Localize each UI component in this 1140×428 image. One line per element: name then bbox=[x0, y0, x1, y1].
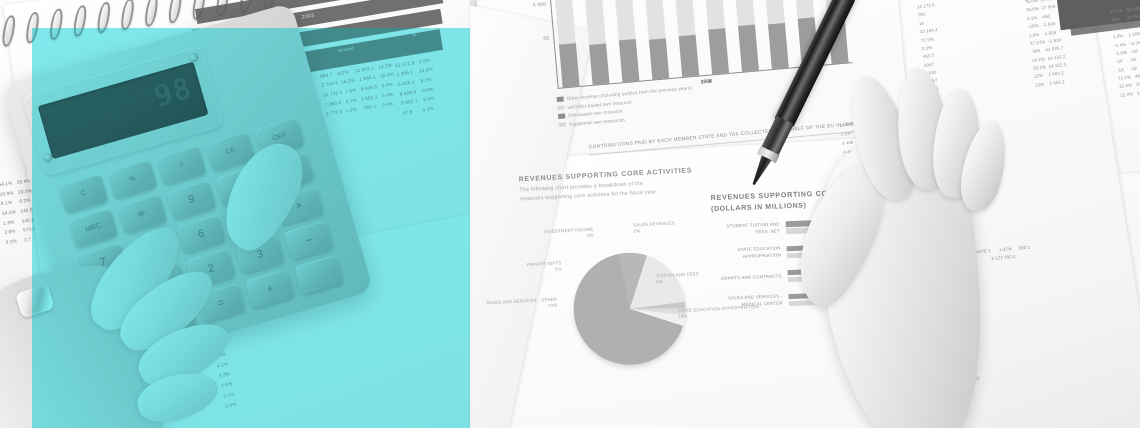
bar-column: 2000 bbox=[636, 0, 712, 85]
spiral-ring bbox=[72, 4, 88, 38]
legend-label: Traditional own resources bbox=[568, 116, 626, 127]
hand-holding-pen bbox=[782, 40, 1030, 428]
bar-column: 2003 bbox=[700, 0, 759, 85]
spiral-ring bbox=[48, 8, 65, 41]
pie-label-sales-revenues: SALES REVENUES 2% bbox=[633, 220, 675, 234]
legend-swatch-icon bbox=[556, 96, 564, 102]
pie-label-tuition-and-fees: TUITION AND FEES 8% bbox=[655, 271, 699, 285]
spreadsheet-numbers-block: 614/5 825% 48 066.0 44.9% 964.7 112% 12 … bbox=[318, 52, 395, 117]
spiral-ring bbox=[0, 14, 17, 48]
bar-column: 1997 bbox=[547, 0, 712, 88]
legend-swatch-icon bbox=[558, 113, 566, 119]
hbar-row-label: STATE EDUCATION APPROPRIATION bbox=[737, 245, 782, 259]
spiral-ring bbox=[143, 0, 160, 28]
bar-column: 2004 bbox=[700, 0, 789, 85]
left-photo-base: 2003 2006 Agenda 2006 total (%) Amount A… bbox=[0, 0, 470, 428]
legend-swatch-icon bbox=[558, 122, 567, 128]
spiral-ring bbox=[95, 1, 112, 34]
pie-label-sales-and-services-other: SALES AND SERVICES - OTHER 72% bbox=[486, 296, 558, 309]
calculator-display-value: 98 bbox=[150, 70, 197, 115]
pie-disc bbox=[570, 249, 689, 368]
bar-column: 1999 bbox=[606, 0, 712, 85]
y-tick-label: 50 bbox=[543, 35, 550, 42]
spiral-ring bbox=[167, 0, 184, 24]
header-col-label: % bbox=[411, 32, 417, 38]
bar-column: 2002 bbox=[696, 0, 730, 85]
minus-key[interactable]: − bbox=[284, 220, 335, 261]
pie-label-private-gifts: PRIVATE GIFTS 2% bbox=[526, 260, 562, 273]
bar-column: 1998 bbox=[576, 0, 712, 85]
spiral-ring bbox=[119, 0, 136, 31]
bar-column: 2001 bbox=[666, 0, 712, 85]
right-photo-grayscale: 60 000 50 000 40 000 5 000 50 1997 1998 bbox=[470, 0, 1140, 428]
hbar-row-label: SALES AND SERVICES - MEDICAL CENTER bbox=[728, 293, 783, 307]
left-photo-teal: 2003 2006 Agenda 2006 total (%) Amount A… bbox=[0, 0, 470, 428]
panel-seam bbox=[469, 0, 471, 428]
legend-swatch-icon bbox=[557, 105, 565, 111]
hbar-row-label: GRANTS AND CONTRACTS bbox=[720, 272, 782, 281]
pie-label-investment-income: INVESTMENT INCOME 3% bbox=[544, 226, 594, 239]
hbar-row-label: STUDENT TUITION AND FEES, NET bbox=[726, 221, 781, 235]
pie-chart-graphic: INVESTMENT INCOME 3% SALES REVENUES 2% PRI… bbox=[486, 220, 759, 368]
spiral-ring bbox=[24, 11, 41, 44]
y-tick-label: 5 000 bbox=[532, 1, 547, 9]
